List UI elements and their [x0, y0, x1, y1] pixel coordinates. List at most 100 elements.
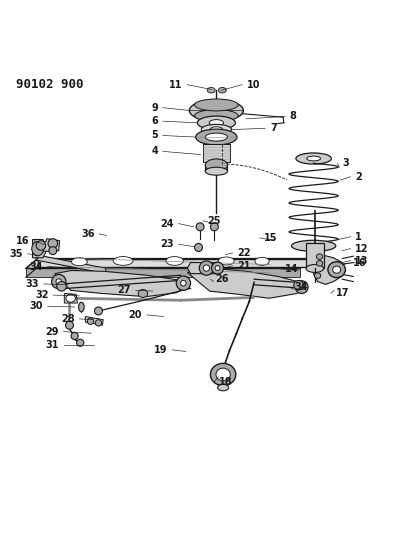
Text: 23: 23 [160, 239, 174, 249]
Ellipse shape [189, 100, 243, 121]
Ellipse shape [201, 124, 231, 135]
Ellipse shape [295, 281, 308, 294]
Ellipse shape [197, 116, 235, 130]
Ellipse shape [207, 87, 215, 93]
Polygon shape [33, 239, 60, 252]
Text: 90102 900: 90102 900 [16, 78, 83, 91]
Text: 33: 33 [25, 279, 39, 289]
Text: 8: 8 [290, 111, 297, 122]
Text: 34: 34 [295, 282, 308, 292]
Ellipse shape [210, 223, 218, 231]
Ellipse shape [199, 261, 214, 275]
Polygon shape [64, 294, 77, 303]
Ellipse shape [316, 261, 323, 266]
Polygon shape [55, 270, 186, 297]
Text: 22: 22 [237, 248, 251, 258]
Text: 27: 27 [118, 285, 131, 295]
Polygon shape [306, 243, 324, 269]
Ellipse shape [49, 247, 57, 255]
Ellipse shape [291, 240, 336, 252]
Ellipse shape [196, 129, 237, 145]
Text: 16: 16 [353, 259, 366, 268]
Text: 11: 11 [169, 79, 183, 90]
Ellipse shape [216, 368, 230, 381]
Text: 30: 30 [29, 301, 43, 311]
Text: 5: 5 [151, 131, 158, 141]
Text: 3: 3 [342, 158, 349, 168]
Ellipse shape [218, 257, 234, 265]
Ellipse shape [255, 257, 269, 265]
Ellipse shape [79, 302, 84, 312]
Ellipse shape [205, 106, 227, 115]
Ellipse shape [71, 333, 78, 340]
Ellipse shape [181, 280, 186, 286]
Ellipse shape [205, 133, 227, 141]
Ellipse shape [215, 266, 220, 270]
Text: 2: 2 [355, 172, 362, 182]
Ellipse shape [176, 276, 191, 290]
Ellipse shape [212, 262, 224, 274]
Text: 35: 35 [10, 249, 23, 259]
Ellipse shape [296, 153, 331, 164]
Text: 14: 14 [285, 264, 299, 274]
Polygon shape [38, 259, 312, 267]
Polygon shape [187, 263, 222, 273]
Ellipse shape [56, 279, 62, 285]
Ellipse shape [32, 241, 44, 256]
Text: 1: 1 [355, 232, 362, 242]
Ellipse shape [294, 280, 303, 290]
Text: 19: 19 [154, 345, 168, 355]
Ellipse shape [36, 241, 46, 250]
Ellipse shape [87, 318, 94, 325]
Text: 15: 15 [264, 233, 278, 243]
Ellipse shape [77, 339, 84, 346]
Ellipse shape [166, 256, 183, 265]
Ellipse shape [306, 264, 324, 272]
Text: 17: 17 [335, 288, 349, 298]
Ellipse shape [196, 223, 204, 231]
Polygon shape [33, 239, 48, 258]
Ellipse shape [138, 289, 148, 297]
Polygon shape [35, 255, 106, 273]
Ellipse shape [195, 99, 238, 111]
Ellipse shape [66, 321, 73, 329]
Ellipse shape [48, 239, 58, 248]
Text: 4: 4 [151, 147, 158, 156]
Ellipse shape [210, 127, 223, 132]
Polygon shape [187, 269, 306, 298]
Ellipse shape [299, 285, 304, 289]
Ellipse shape [314, 273, 321, 278]
Ellipse shape [218, 384, 229, 391]
Ellipse shape [333, 266, 341, 273]
Ellipse shape [209, 119, 224, 126]
Ellipse shape [210, 364, 236, 385]
Text: 31: 31 [45, 340, 59, 350]
Text: 7: 7 [270, 123, 277, 133]
Ellipse shape [66, 294, 75, 302]
Text: 9: 9 [151, 103, 158, 112]
Text: 12: 12 [355, 244, 369, 254]
Text: 26: 26 [215, 274, 229, 284]
Text: 18: 18 [219, 377, 233, 386]
Text: 36: 36 [81, 229, 94, 239]
Text: 25: 25 [208, 216, 221, 226]
Ellipse shape [328, 262, 345, 278]
Text: 34: 34 [29, 262, 43, 271]
Text: 20: 20 [129, 310, 142, 320]
Ellipse shape [205, 159, 227, 172]
Ellipse shape [316, 254, 323, 260]
Ellipse shape [203, 265, 210, 271]
Polygon shape [85, 317, 103, 325]
Text: 28: 28 [61, 314, 75, 324]
Ellipse shape [71, 258, 87, 266]
Polygon shape [26, 259, 312, 269]
Text: 29: 29 [45, 327, 59, 337]
Text: 32: 32 [35, 290, 48, 300]
Ellipse shape [307, 156, 320, 161]
Text: 16: 16 [16, 236, 29, 246]
Ellipse shape [94, 307, 102, 315]
Ellipse shape [195, 244, 202, 252]
Ellipse shape [95, 320, 102, 326]
Text: 6: 6 [151, 116, 158, 126]
Ellipse shape [52, 274, 66, 289]
